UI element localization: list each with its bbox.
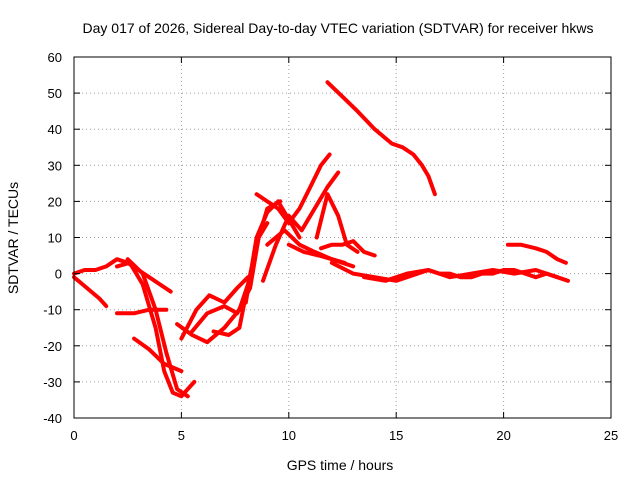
y-tick-label: -30 (43, 375, 62, 390)
y-tick-labels: 60 50 40 30 20 10 0 -10 -20 -30 -40 (43, 50, 62, 426)
y-tick-label: 0 (55, 267, 62, 282)
y-tick-label: 20 (48, 194, 62, 209)
y-tick-label: 40 (48, 122, 62, 137)
x-tick-label: 10 (282, 428, 296, 443)
series-line-arc-8 (179, 275, 250, 341)
series-line-arc-4 (125, 257, 190, 399)
y-tick-label: 30 (48, 158, 62, 173)
y-tick-label: 50 (48, 86, 62, 101)
series-line-arc-10 (211, 199, 283, 337)
series-line-arc-15 (286, 242, 356, 269)
y-tick-label: 10 (48, 231, 62, 246)
series-line-arc-3 (115, 260, 197, 399)
axis-ticks (73, 56, 612, 419)
series-line-arc-18 (329, 260, 570, 283)
y-tick-label: -20 (43, 339, 62, 354)
x-tick-label: 0 (70, 428, 77, 443)
series-lines (72, 80, 570, 399)
series-line-arc-1 (72, 257, 173, 294)
x-tick-label: 5 (178, 428, 185, 443)
y-tick-label: -40 (43, 411, 62, 426)
series-line-arc-16 (314, 192, 360, 254)
series-line-arc-2 (72, 275, 109, 309)
series-line-arc-17 (319, 239, 377, 258)
x-tick-label: 25 (604, 428, 618, 443)
chart-title: Day 017 of 2026, Sidereal Day-to-day VTE… (83, 20, 594, 36)
series-line-arc-21 (505, 242, 568, 265)
series-line-arc-6 (132, 336, 184, 374)
grid-lines (74, 57, 611, 418)
y-axis-title: SDTVAR / TECUs (5, 182, 21, 294)
series-line-arc-19 (362, 268, 560, 283)
series-line-arc-12 (254, 152, 332, 226)
x-tick-label: 20 (496, 428, 510, 443)
y-tick-label: -10 (43, 303, 62, 318)
x-tick-labels: 0 5 10 15 20 25 (70, 428, 618, 443)
series-line-arc-13 (261, 170, 341, 283)
x-tick-label: 15 (389, 428, 403, 443)
series-line-arc-5 (115, 307, 169, 316)
series-line-arc-20 (325, 80, 437, 197)
x-axis-title: GPS time / hours (287, 457, 394, 473)
y-tick-label: 60 (48, 50, 62, 65)
